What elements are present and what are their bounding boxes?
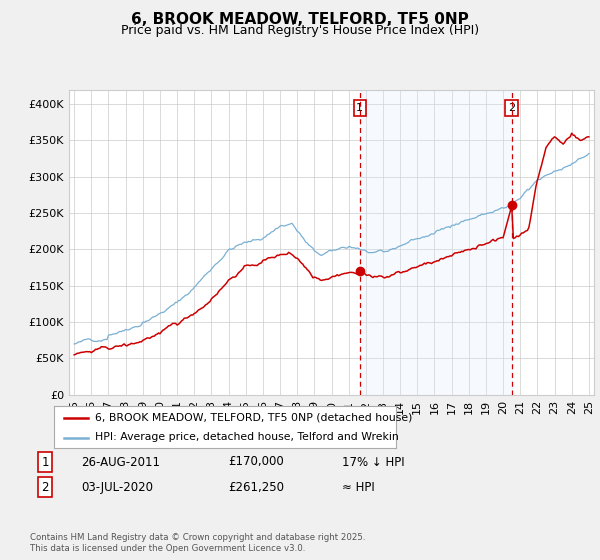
Text: £170,000: £170,000	[228, 455, 284, 469]
Text: £261,250: £261,250	[228, 480, 284, 494]
Text: 03-JUL-2020: 03-JUL-2020	[81, 480, 153, 494]
Text: 6, BROOK MEADOW, TELFORD, TF5 0NP (detached house): 6, BROOK MEADOW, TELFORD, TF5 0NP (detac…	[95, 413, 412, 423]
Text: HPI: Average price, detached house, Telford and Wrekin: HPI: Average price, detached house, Telf…	[95, 432, 399, 442]
Text: Price paid vs. HM Land Registry's House Price Index (HPI): Price paid vs. HM Land Registry's House …	[121, 24, 479, 36]
Text: 1: 1	[41, 455, 49, 469]
Text: 2: 2	[41, 480, 49, 494]
Text: 6, BROOK MEADOW, TELFORD, TF5 0NP: 6, BROOK MEADOW, TELFORD, TF5 0NP	[131, 12, 469, 27]
Text: 1: 1	[356, 103, 364, 113]
Text: 17% ↓ HPI: 17% ↓ HPI	[342, 455, 404, 469]
Text: ≈ HPI: ≈ HPI	[342, 480, 375, 494]
Bar	[360, 90, 512, 395]
Text: Contains HM Land Registry data © Crown copyright and database right 2025.
This d: Contains HM Land Registry data © Crown c…	[30, 533, 365, 553]
Text: 26-AUG-2011: 26-AUG-2011	[81, 455, 160, 469]
Text: 2: 2	[508, 103, 515, 113]
